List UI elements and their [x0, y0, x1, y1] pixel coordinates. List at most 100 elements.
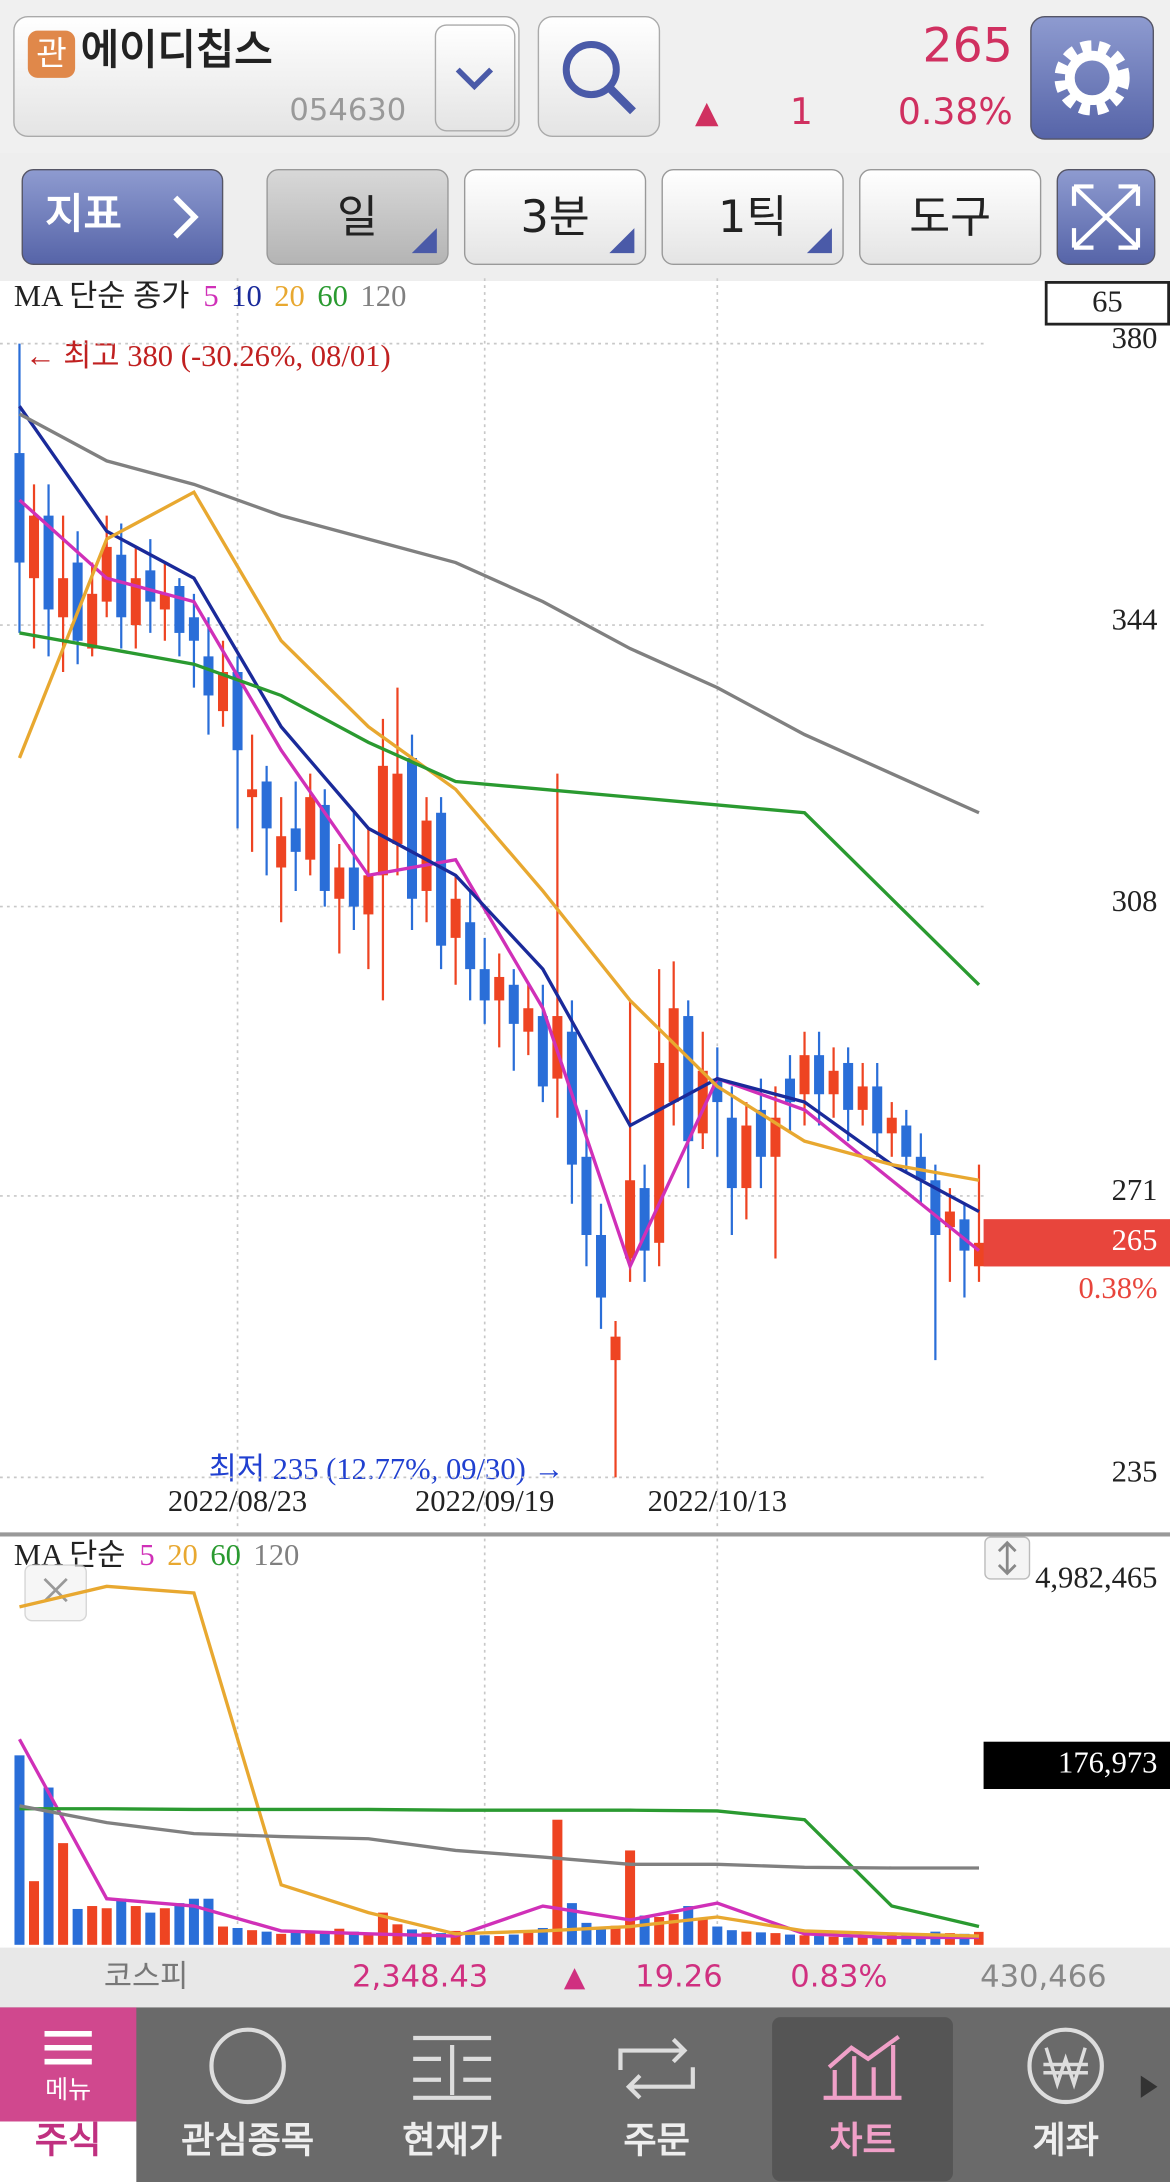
candle-body: [305, 797, 316, 860]
candle-body: [639, 1188, 650, 1251]
candle-body: [726, 1117, 737, 1189]
period-button[interactable]: [859, 169, 1042, 266]
corner-mark: [806, 228, 832, 254]
price: 265: [923, 19, 1013, 74]
candle-body: [857, 1086, 868, 1110]
candle-body: [625, 1180, 636, 1259]
legend-item: 5: [203, 279, 218, 313]
stock-tab-bg: [0, 2121, 137, 2182]
candle-body: [101, 546, 112, 602]
legend-item: 60: [210, 1538, 241, 1572]
volume-bar: [843, 1937, 854, 1945]
settings-button[interactable]: [1030, 15, 1155, 140]
stock-box[interactable]: [13, 15, 520, 138]
chevron: [455, 67, 494, 91]
index-change-symbol: ▲: [564, 1960, 586, 1993]
candle-body: [29, 515, 40, 579]
volume-bar: [145, 1912, 156, 1945]
candle-body: [450, 898, 461, 938]
candle-body: [814, 1055, 825, 1095]
candle-body: [973, 1242, 984, 1267]
candle-body: [523, 1008, 534, 1032]
scroll-arrow[interactable]: [1140, 2075, 1158, 2098]
volume-bar: [305, 1930, 316, 1945]
candle-body: [755, 1109, 766, 1157]
change-pct: 0.38%: [898, 90, 1013, 133]
candle-body: [770, 1117, 781, 1157]
ma-line: [18, 1738, 979, 1940]
candle-body: [232, 672, 243, 751]
candle-body: [261, 781, 272, 829]
tab-icon: [618, 2037, 695, 2100]
tab-label[interactable]: 현재가: [402, 2118, 502, 2161]
tab-label[interactable]: 주식: [35, 2118, 102, 2161]
crosshair-box: [1044, 281, 1170, 326]
legend-item: 60: [317, 279, 348, 313]
x-tick-label: 2022/10/13: [648, 1484, 787, 1518]
ma-line: [18, 498, 981, 1271]
ma-line: [18, 412, 980, 815]
resize-icon: [997, 1540, 1017, 1576]
candle-body: [784, 1078, 796, 1103]
y-tick-label: 344: [1112, 602, 1158, 636]
tab-label[interactable]: 계좌: [1032, 2118, 1099, 2161]
volume-bar: [276, 1933, 287, 1945]
volume-bar: [116, 1898, 127, 1945]
volume-bar: [683, 1906, 694, 1945]
candle-body: [247, 789, 258, 798]
candle-body: [944, 1211, 955, 1228]
candle-body: [930, 1180, 941, 1235]
legend-title: MA 단순 종가: [14, 279, 190, 313]
badge-text: 관: [36, 34, 67, 73]
indicator-button[interactable]: [21, 169, 224, 266]
candle-body: [188, 617, 199, 641]
menu-tab[interactable]: [0, 2007, 137, 2122]
x-tick-label: 2022/09/19: [415, 1484, 554, 1518]
candle-body: [334, 867, 345, 899]
search-icon: [606, 84, 636, 115]
change: 1: [790, 90, 813, 133]
period-label: 1틱: [718, 192, 787, 243]
search-button[interactable]: [537, 15, 661, 138]
ma-line: [18, 405, 980, 1214]
period-button[interactable]: [266, 169, 449, 266]
legend-item: 20: [274, 279, 305, 313]
candle-body: [116, 554, 127, 618]
volume-bar: [915, 1933, 926, 1945]
candle-body: [130, 578, 141, 626]
volume-bar: [581, 1922, 592, 1945]
dropdown-button[interactable]: [434, 24, 516, 132]
candle-body: [436, 812, 447, 946]
y-tick-label: 4,982,465: [1035, 1560, 1157, 1594]
tab-label[interactable]: 관심종목: [181, 2118, 314, 2161]
volume-bar: [523, 1932, 534, 1945]
volume-bar: [697, 1919, 708, 1945]
index-volume: 430,466: [980, 1960, 1107, 1995]
last-volume: 176,973: [1058, 1745, 1157, 1779]
volume-bar: [494, 1936, 505, 1945]
legend-item: 20: [167, 1538, 198, 1572]
tab-icon: [1043, 2047, 1088, 2090]
volume-bar: [14, 1755, 25, 1945]
candle-body: [668, 1008, 679, 1103]
ma-line: [17, 489, 980, 1182]
index-change-pct: 0.83%: [790, 1960, 887, 1995]
period-button[interactable]: [661, 169, 844, 266]
volume-bar: [886, 1935, 897, 1945]
candle-body: [14, 453, 25, 563]
candle-body: [377, 765, 388, 876]
tab-label[interactable]: 주문: [623, 2118, 690, 2161]
period-button[interactable]: [463, 169, 647, 266]
volume-bar: [755, 1932, 766, 1945]
candle-body: [319, 804, 330, 891]
menu-label: 메뉴: [45, 2075, 91, 2104]
volume-bar: [29, 1881, 40, 1945]
legend-item: 10: [231, 279, 262, 313]
volume-bar: [625, 1850, 636, 1945]
candle-body: [828, 1070, 839, 1095]
volume-bar: [770, 1933, 781, 1945]
tab-label[interactable]: 차트: [829, 2118, 896, 2161]
volume-bar: [43, 1787, 54, 1945]
candle-body: [87, 593, 98, 649]
